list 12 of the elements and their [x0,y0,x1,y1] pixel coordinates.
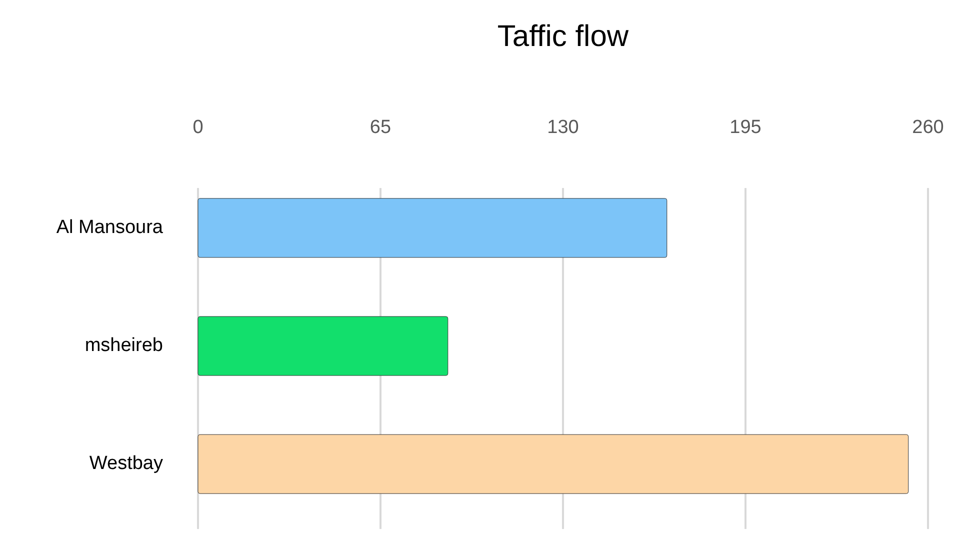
bar [198,198,668,258]
x-tick-label: 65 [370,117,392,138]
y-tick-label: Westbay [89,453,164,474]
x-tick-label: 0 [192,117,204,138]
x-tick-label: 195 [730,117,762,138]
y-tick-label: msheireb [84,335,163,356]
y-tick-label: Al Mansoura [56,216,164,238]
chart-title: Taffic flow [497,20,629,53]
x-tick-label: 260 [912,117,944,138]
bar [198,434,909,494]
x-tick-label: 130 [547,117,579,138]
bar [198,316,448,376]
